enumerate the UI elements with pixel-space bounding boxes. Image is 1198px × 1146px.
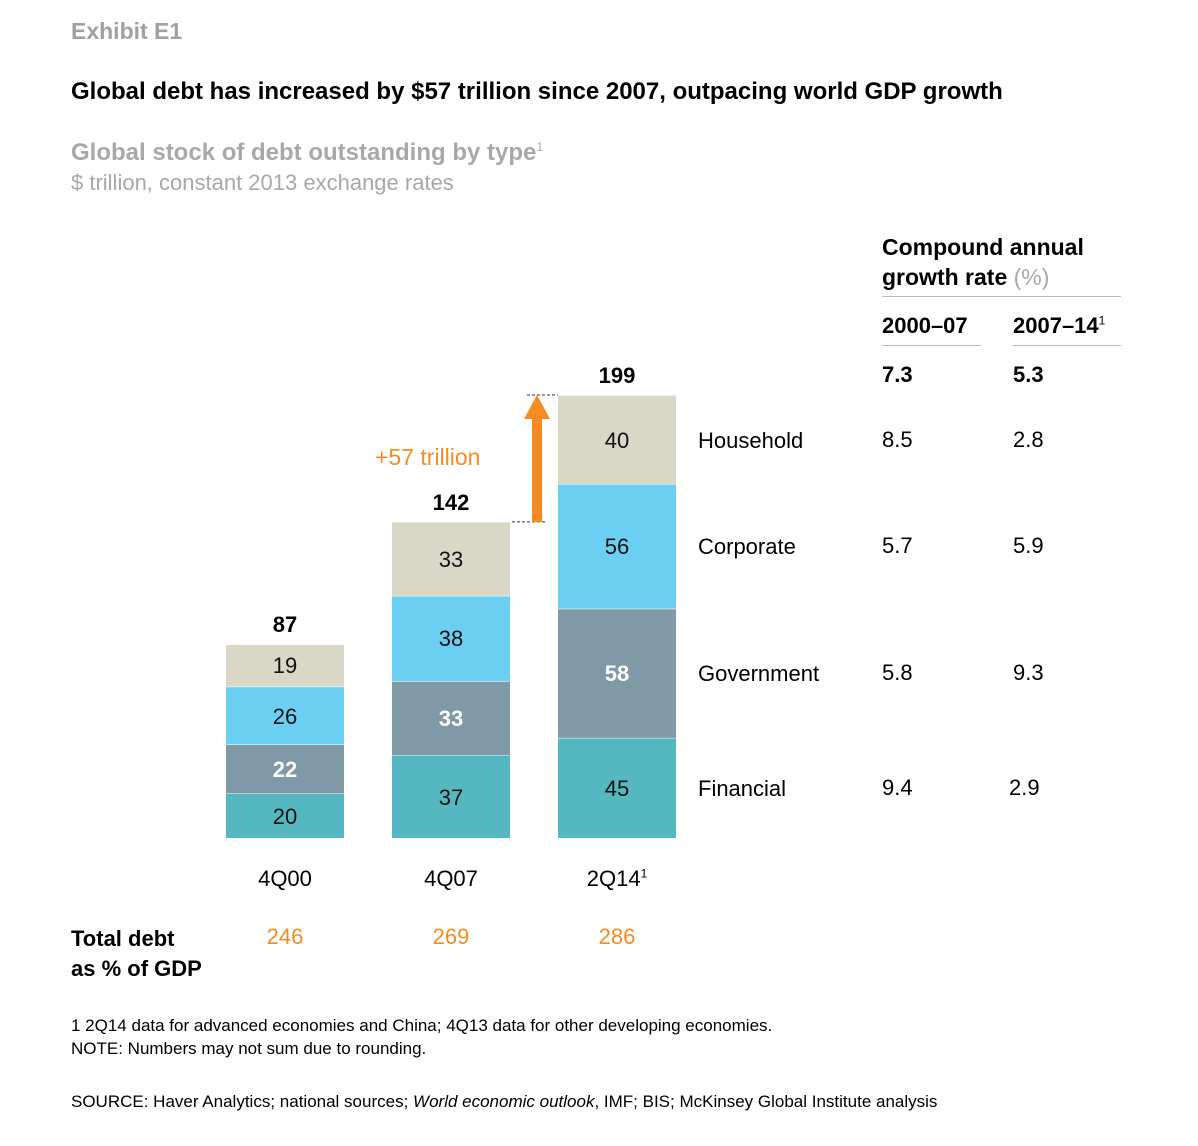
exhibit-label: Exhibit E1: [71, 18, 183, 44]
increase-annotation: +57 trillion: [375, 444, 481, 470]
total-label: 199: [598, 363, 636, 388]
segment-label: 33: [438, 546, 464, 572]
col2-text: 2007–14: [1013, 313, 1099, 338]
col2-footnote-mark: 1: [1098, 313, 1106, 328]
cagr-financial-2007-14: 2.9: [1009, 774, 1040, 800]
bar-segment-corporate-4Q07: [392, 595, 510, 682]
bar-segment-government-4Q07: [392, 681, 510, 756]
unit-label: $ trillion, constant 2013 exchange rates: [71, 170, 454, 195]
segment-label: 45: [604, 775, 630, 801]
gdp-pct-value: 269: [432, 924, 470, 949]
cagr-government-2007-14: 9.3: [1013, 660, 1044, 686]
cagr-total-1: 7.3: [882, 362, 913, 387]
divider: [1013, 345, 1121, 346]
increase-arrow-shaft: [532, 417, 542, 522]
segment-label: 56: [604, 534, 630, 560]
bar-segment-government-2Q14: [558, 608, 676, 738]
cagr-title: Compound annual growth rate: [882, 234, 1084, 290]
cagr-col2-header: 2007–141: [1013, 313, 1105, 339]
cagr-unit: (%): [1013, 264, 1050, 290]
bar-segment-financial-2Q14: [558, 737, 676, 838]
source-pre: SOURCE: Haver Analytics; national source…: [71, 1092, 414, 1111]
up-arrow-icon: [524, 395, 550, 419]
gdp-pct-value: 246: [266, 924, 304, 949]
cagr-total-2: 5.3: [1013, 362, 1044, 387]
segment-label: 33: [438, 706, 464, 732]
segment-label: 20: [272, 803, 298, 829]
cagr-corporate-2000-07: 5.7: [882, 533, 913, 559]
bar-segment-corporate-4Q00: [226, 686, 344, 745]
category-label-government: Government: [698, 661, 820, 687]
cagr-household-2000-07: 8.5: [882, 426, 913, 452]
cagr-corporate-2007-14: 5.9: [1013, 533, 1044, 559]
segment-label: 37: [438, 784, 464, 810]
gdp-label-line2: as % of GDP: [71, 956, 202, 981]
bar-segment-government-4Q00: [226, 744, 344, 794]
category-axis-label: 4Q07: [424, 866, 478, 891]
source-post: , IMF; BIS; McKinsey Global Institute an…: [594, 1092, 938, 1111]
footnote-note: NOTE: Numbers may not sum due to roundin…: [71, 1039, 427, 1058]
bar-segment-corporate-2Q14: [558, 484, 676, 609]
cagr-col1-header: 2000–07: [882, 313, 968, 338]
chart-subtitle: Global stock of debt outstanding by type…: [71, 139, 543, 167]
gdp-label-line1: Total debt: [71, 926, 175, 951]
cagr-header: Compound annual growth rate (%): [882, 232, 1122, 292]
category-axis-label: 2Q141: [586, 866, 648, 891]
footnote-mark: 1: [640, 866, 648, 881]
segment-label: 19: [272, 653, 298, 679]
category-label-financial: Financial: [698, 775, 787, 801]
bar-segment-household-4Q00: [226, 644, 344, 687]
subtitle-footnote-mark: 1: [536, 140, 544, 154]
subtitle-text: Global stock of debt outstanding by type: [71, 139, 537, 166]
bar-segment-household-2Q14: [558, 395, 676, 485]
chart-title: Global debt has increased by $57 trillio…: [71, 78, 1003, 105]
segment-label: 26: [272, 703, 298, 729]
bar-segment-household-4Q07: [392, 521, 510, 596]
total-label: 87: [272, 612, 298, 638]
footnote-1: 1 2Q14 data for advanced economies and C…: [71, 1016, 773, 1035]
divider: [882, 345, 981, 346]
source-note: SOURCE: Haver Analytics; national source…: [71, 1092, 937, 1112]
cagr-household-2007-14: 2.8: [1013, 426, 1044, 452]
bar-segment-financial-4Q00: [226, 793, 344, 838]
gdp-label: Total debt as % of GDP: [71, 924, 202, 984]
segment-label: 38: [438, 626, 464, 652]
segment-label: 58: [604, 661, 630, 687]
divider: [882, 296, 1121, 297]
category-label-household: Household: [698, 427, 804, 453]
segment-label: 22: [272, 756, 298, 782]
total-label: 142: [432, 489, 470, 515]
category-axis-label: 4Q00: [258, 866, 312, 891]
cagr-financial-2000-07: 9.4: [882, 774, 913, 800]
gdp-pct-value: 286: [598, 924, 636, 949]
cagr-government-2000-07: 5.8: [882, 660, 913, 686]
segment-label: 40: [604, 427, 630, 453]
category-label-corporate: Corporate: [698, 534, 796, 560]
source-italic: World economic outlook: [413, 1092, 595, 1111]
bar-segment-financial-4Q07: [392, 755, 510, 838]
